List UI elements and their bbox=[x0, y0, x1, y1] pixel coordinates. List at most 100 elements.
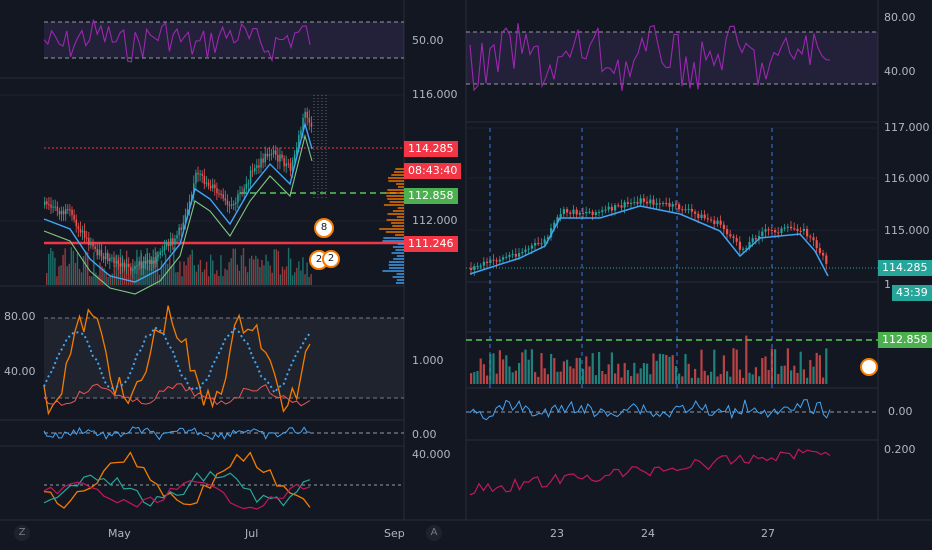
volume-bar bbox=[713, 349, 716, 384]
candle-body bbox=[476, 265, 479, 267]
candle-body bbox=[652, 199, 655, 205]
right-time-label: 23 bbox=[550, 527, 564, 540]
volume-bar bbox=[799, 351, 802, 384]
volume-bar bbox=[56, 276, 58, 285]
candle-body bbox=[123, 262, 126, 268]
candle-body bbox=[302, 117, 304, 131]
volume-bar bbox=[78, 269, 81, 285]
candle-body bbox=[117, 260, 119, 264]
candle-body bbox=[678, 204, 681, 210]
volume-bar bbox=[706, 375, 709, 384]
volume-bar bbox=[105, 272, 107, 285]
volume-bar bbox=[261, 259, 263, 285]
volume-bar bbox=[74, 262, 77, 285]
candle-body bbox=[298, 135, 300, 148]
left-osc-right-axis-label: 1.000 bbox=[412, 354, 444, 367]
volume-bar bbox=[742, 377, 745, 384]
candle-body bbox=[220, 193, 222, 195]
left-rsi-axis-label: 50.00 bbox=[412, 34, 444, 47]
volume-bar bbox=[156, 252, 159, 285]
volume-bar bbox=[216, 270, 218, 285]
volume-bar bbox=[244, 266, 247, 285]
volume-bar bbox=[265, 254, 267, 285]
rsi-band bbox=[44, 22, 404, 58]
event-marker-icon[interactable] bbox=[860, 358, 878, 376]
candle-body bbox=[251, 170, 254, 172]
auto-scale-a-icon[interactable]: A bbox=[426, 525, 442, 541]
volume-bar bbox=[197, 264, 200, 285]
candle-body bbox=[233, 203, 235, 205]
event-badge[interactable]: 2 bbox=[322, 250, 340, 268]
candle-body bbox=[90, 243, 92, 246]
candle-body bbox=[310, 122, 313, 127]
volume-bar bbox=[166, 263, 169, 285]
volume-bar bbox=[636, 373, 639, 384]
volume-bar bbox=[604, 374, 607, 384]
volume-bar bbox=[277, 251, 280, 285]
candle-body bbox=[241, 192, 243, 194]
volume-bar bbox=[620, 377, 623, 384]
left-price-axis-label: 116.000 bbox=[412, 88, 458, 101]
candle-body bbox=[537, 242, 540, 244]
volume-bar bbox=[160, 260, 163, 285]
candle-body bbox=[530, 245, 533, 249]
osc-red-line bbox=[43, 383, 311, 407]
candle-body bbox=[306, 111, 308, 118]
volume-profile-bar bbox=[387, 198, 404, 200]
volume-bar bbox=[601, 370, 604, 384]
volume-bar bbox=[690, 377, 693, 384]
candle-body bbox=[735, 238, 738, 242]
volume-bar bbox=[97, 275, 99, 285]
candle-body bbox=[607, 206, 610, 210]
volume-profile-bar bbox=[387, 189, 404, 191]
candle-body bbox=[703, 214, 706, 219]
candle-body bbox=[167, 243, 170, 247]
event-badge[interactable]: 8 bbox=[314, 218, 334, 238]
volume-bar bbox=[214, 273, 216, 285]
volume-bar bbox=[115, 254, 118, 285]
candle-body bbox=[291, 160, 294, 171]
volume-bar bbox=[287, 247, 290, 285]
volume-bar bbox=[164, 253, 167, 285]
log-scale-z-icon[interactable]: Z bbox=[14, 525, 30, 541]
candle-body bbox=[46, 201, 48, 205]
volume-bar bbox=[64, 248, 66, 285]
left-current-price-tag: 114.285 bbox=[404, 141, 458, 157]
volume-bar bbox=[246, 272, 249, 285]
volume-bar bbox=[123, 266, 126, 285]
candle-body bbox=[594, 212, 597, 215]
volume-bar bbox=[181, 276, 183, 285]
volume-bar bbox=[150, 255, 152, 285]
volume-bar bbox=[818, 355, 821, 384]
volume-bar bbox=[193, 265, 195, 285]
volume-bar bbox=[726, 371, 729, 384]
volume-bar bbox=[263, 265, 265, 285]
candle-body bbox=[815, 240, 818, 249]
volume-bar bbox=[302, 257, 304, 285]
volume-bar bbox=[758, 376, 761, 384]
candle-body bbox=[658, 203, 661, 205]
volume-bar bbox=[774, 349, 777, 384]
volume-bar bbox=[812, 366, 815, 384]
volume-bar bbox=[598, 351, 601, 384]
candle-body bbox=[107, 252, 109, 261]
candle-body bbox=[764, 229, 767, 232]
volume-bar bbox=[540, 353, 543, 384]
left-osc-axis-label: 80.00 bbox=[4, 310, 36, 323]
candle-body bbox=[170, 238, 172, 247]
candle-body bbox=[146, 259, 149, 264]
volume-bar bbox=[255, 255, 257, 285]
volume-bar bbox=[146, 247, 148, 285]
candle-body bbox=[268, 154, 271, 157]
candle-body bbox=[195, 172, 197, 184]
volume-bar bbox=[199, 259, 202, 285]
volume-profile-bar bbox=[392, 246, 404, 248]
volume-bar bbox=[289, 258, 292, 285]
left-red-level-tag: 111.246 bbox=[404, 236, 458, 252]
volume-bar bbox=[703, 370, 706, 384]
volume-bar bbox=[230, 258, 232, 285]
volume-bar bbox=[642, 363, 645, 384]
volume-bar bbox=[103, 268, 105, 285]
volume-bar bbox=[308, 276, 310, 285]
